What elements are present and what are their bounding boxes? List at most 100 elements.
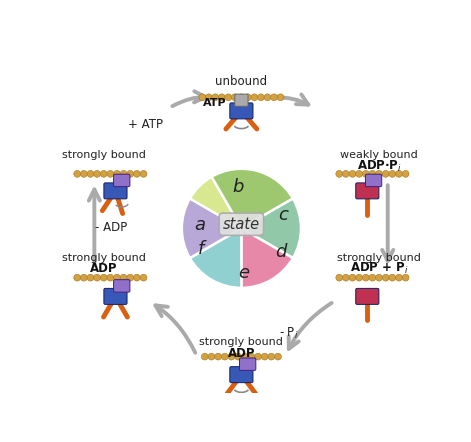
Text: - P$_i$: - P$_i$ [279,326,299,341]
Circle shape [107,274,114,281]
Wedge shape [242,198,301,258]
Circle shape [336,171,342,177]
Circle shape [251,94,258,101]
Circle shape [219,94,225,101]
Circle shape [205,94,212,101]
Text: weakly bound: weakly bound [341,150,418,160]
FancyBboxPatch shape [240,358,256,370]
Circle shape [376,171,382,177]
Circle shape [74,274,81,281]
Circle shape [336,274,342,281]
Text: state: state [223,217,260,232]
Circle shape [396,171,402,177]
Text: $\mathit{b}$: $\mathit{b}$ [232,178,245,196]
Circle shape [100,171,107,177]
Circle shape [120,274,127,281]
FancyBboxPatch shape [114,280,130,292]
Circle shape [114,274,121,281]
Circle shape [268,353,275,360]
Circle shape [87,274,94,281]
Circle shape [369,171,376,177]
Wedge shape [242,229,293,288]
Text: strongly bound: strongly bound [62,253,146,263]
Text: $\mathit{e}$: $\mathit{e}$ [238,264,251,282]
Circle shape [127,274,134,281]
Circle shape [81,274,87,281]
FancyBboxPatch shape [104,288,127,305]
Circle shape [248,353,255,360]
Circle shape [261,353,268,360]
Circle shape [94,171,100,177]
FancyBboxPatch shape [235,94,248,107]
Circle shape [362,171,369,177]
Circle shape [202,353,208,360]
Text: $\mathit{c}$: $\mathit{c}$ [278,206,290,224]
Text: ADP: ADP [227,347,255,360]
Circle shape [362,274,369,281]
Circle shape [228,353,235,360]
Text: unbound: unbound [215,76,268,88]
Circle shape [74,171,81,177]
Circle shape [100,274,107,281]
Circle shape [87,171,94,177]
Text: $\mathit{f}$: $\mathit{f}$ [197,240,208,258]
Circle shape [402,274,409,281]
FancyBboxPatch shape [230,103,253,119]
Wedge shape [190,229,242,288]
Wedge shape [182,198,242,258]
Circle shape [120,171,127,177]
Circle shape [382,171,389,177]
Text: strongly bound: strongly bound [337,253,421,263]
Wedge shape [182,177,242,280]
Circle shape [241,353,248,360]
Circle shape [369,274,376,281]
Circle shape [140,171,147,177]
Circle shape [382,274,389,281]
Circle shape [376,274,382,281]
Circle shape [235,353,242,360]
Text: ATP: ATP [203,99,226,108]
Circle shape [225,94,232,101]
Circle shape [199,94,206,101]
Circle shape [255,353,261,360]
Circle shape [238,94,245,101]
Circle shape [114,171,121,177]
Text: strongly bound: strongly bound [199,337,284,347]
Circle shape [264,94,271,101]
Circle shape [342,274,349,281]
Circle shape [81,171,87,177]
FancyBboxPatch shape [356,183,379,199]
Circle shape [221,353,228,360]
Circle shape [140,274,147,281]
Circle shape [107,171,114,177]
Circle shape [396,274,402,281]
Circle shape [244,94,252,101]
Circle shape [208,353,215,360]
Circle shape [389,274,396,281]
Circle shape [133,171,140,177]
Circle shape [258,94,264,101]
Text: ADP·P$_i$: ADP·P$_i$ [357,159,402,174]
Text: $\mathit{a}$: $\mathit{a}$ [194,216,206,234]
Circle shape [215,353,221,360]
Circle shape [389,171,396,177]
Circle shape [349,274,356,281]
Circle shape [133,274,140,281]
Text: ADP + P$_i$: ADP + P$_i$ [350,261,408,276]
Wedge shape [211,169,293,229]
FancyBboxPatch shape [114,174,130,187]
FancyBboxPatch shape [365,174,382,187]
Text: + ATP: + ATP [128,118,163,131]
Circle shape [275,353,281,360]
Circle shape [349,171,356,177]
Text: - ADP: - ADP [95,221,128,234]
Circle shape [231,94,238,101]
Circle shape [94,274,100,281]
Text: $\mathit{d}$: $\mathit{d}$ [275,243,289,261]
Circle shape [402,171,409,177]
Circle shape [271,94,277,101]
Circle shape [277,94,284,101]
Text: strongly bound: strongly bound [62,150,146,160]
Circle shape [127,171,134,177]
FancyBboxPatch shape [104,183,127,199]
